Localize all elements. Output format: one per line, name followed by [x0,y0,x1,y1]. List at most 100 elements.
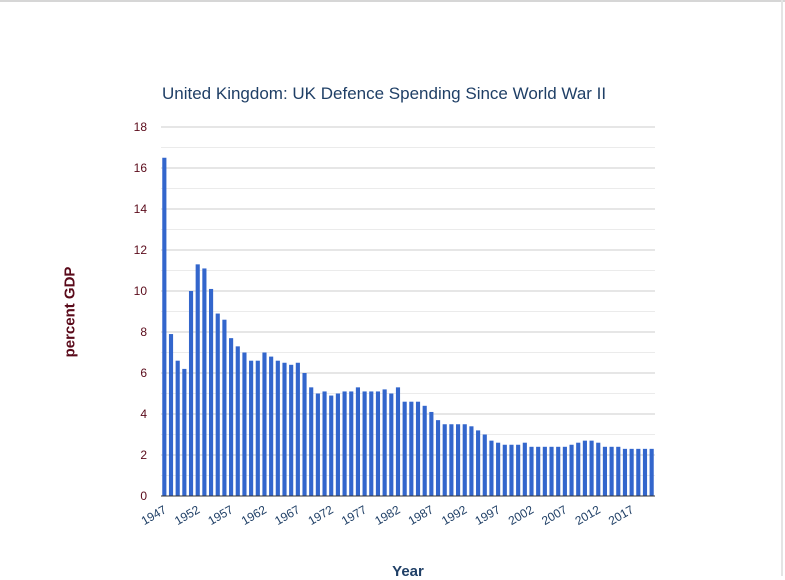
y-tick-label: 8 [140,325,147,339]
bar-1963[interactable] [269,356,274,496]
bar-1961[interactable] [255,360,260,496]
bar-1957[interactable] [229,338,234,496]
bar-1983[interactable] [402,401,407,496]
bar-1965[interactable] [282,362,287,496]
bar-1959[interactable] [242,352,247,497]
bar-1977[interactable] [362,391,367,496]
bar-2010[interactable] [582,440,587,496]
bar-1952[interactable] [195,264,200,496]
x-tick-label: 1997 [472,502,502,528]
bar-1995[interactable] [482,434,487,497]
bar-2005[interactable] [549,446,554,496]
bar-2016[interactable] [622,448,628,496]
x-tick-label: 2002 [506,502,536,528]
bar-1988[interactable] [435,420,441,496]
bar-2007[interactable] [562,446,567,496]
bar-1968[interactable] [302,373,307,496]
x-tick-label: 1982 [372,502,402,528]
bar-1962[interactable] [262,352,267,497]
bar-1997[interactable] [496,442,501,496]
bar-1956[interactable] [222,319,227,496]
bar-1953[interactable] [202,268,207,496]
bar-2000[interactable] [516,444,521,496]
bar-1948[interactable] [168,334,174,496]
bar-1991[interactable] [455,424,461,496]
x-tick-label: 1967 [272,502,302,528]
bar-1986[interactable] [422,405,427,496]
x-tick-label: 1947 [139,502,169,528]
bar-2020[interactable] [649,448,654,496]
bar-2017[interactable] [629,448,634,496]
bar-1999[interactable] [509,444,514,496]
bar-2009[interactable] [576,442,581,496]
bar-1974[interactable] [342,391,347,496]
x-tick-label: 1987 [406,502,436,528]
bar-2008[interactable] [569,444,574,496]
bar-2014[interactable] [609,446,614,496]
bar-1994[interactable] [476,430,481,496]
y-tick-label: 6 [140,366,147,380]
bar-1993[interactable] [469,426,474,496]
x-tick-label: 2017 [606,502,636,528]
bar-1955[interactable] [215,313,220,496]
bar-1949[interactable] [175,360,180,496]
bar-1967[interactable] [295,362,300,496]
chart-title: United Kingdom: UK Defence Spending Sinc… [162,84,607,103]
bar-1981[interactable] [389,393,394,497]
y-tick-label: 4 [140,407,147,421]
y-tick-label: 14 [134,202,148,216]
x-tick-label: 1952 [172,502,202,528]
bar-2001[interactable] [522,442,527,496]
bar-1969[interactable] [309,387,314,496]
bar-1973[interactable] [335,393,340,497]
bar-1966[interactable] [289,364,294,496]
x-tick-label: 2007 [539,502,569,528]
bar-1972[interactable] [329,395,334,496]
bar-2018[interactable] [636,448,641,496]
bar-1954[interactable] [208,288,214,496]
x-tick-label: 1977 [339,502,369,528]
bar-1975[interactable] [349,391,354,496]
bar-1964[interactable] [275,360,280,496]
y-tick-label: 10 [134,284,148,298]
bar-1976[interactable] [355,387,361,496]
x-tick-label: 1962 [239,502,269,528]
bar-2003[interactable] [536,446,541,496]
bar-1989[interactable] [442,424,447,496]
x-tick-label: 2012 [573,502,603,528]
bar-1951[interactable] [188,291,194,496]
bar-1970[interactable] [315,393,320,497]
y-tick-label: 0 [140,489,147,503]
bar-1971[interactable] [322,391,327,496]
bar-2012[interactable] [596,442,601,496]
bar-1990[interactable] [449,424,454,496]
bar-2011[interactable] [589,440,594,496]
bar-1992[interactable] [462,424,467,496]
bar-1958[interactable] [235,346,240,496]
bar-1998[interactable] [502,444,507,496]
bar-1947[interactable] [162,157,167,496]
bar-1960[interactable] [249,360,254,496]
x-tick-label: 1992 [439,502,469,528]
window-top-border [0,0,785,2]
y-tick-label: 18 [134,120,148,134]
bar-2006[interactable] [556,446,561,496]
y-tick-label: 12 [134,243,148,257]
bar-1950[interactable] [182,368,187,496]
bar-2019[interactable] [642,448,648,496]
bar-2015[interactable] [616,446,621,496]
bar-1996[interactable] [489,440,494,496]
window-right-border [781,0,783,576]
bar-1984[interactable] [409,401,414,496]
bar-1982[interactable] [395,387,401,496]
bar-1979[interactable] [375,391,381,496]
bar-2013[interactable] [602,446,608,496]
bar-1978[interactable] [369,391,374,496]
bar-2002[interactable] [529,446,534,496]
bar-1985[interactable] [415,401,421,496]
bar-1987[interactable] [429,411,434,496]
y-tick-label: 16 [134,161,148,175]
bar-1980[interactable] [382,389,387,496]
bar-2004[interactable] [542,446,547,496]
